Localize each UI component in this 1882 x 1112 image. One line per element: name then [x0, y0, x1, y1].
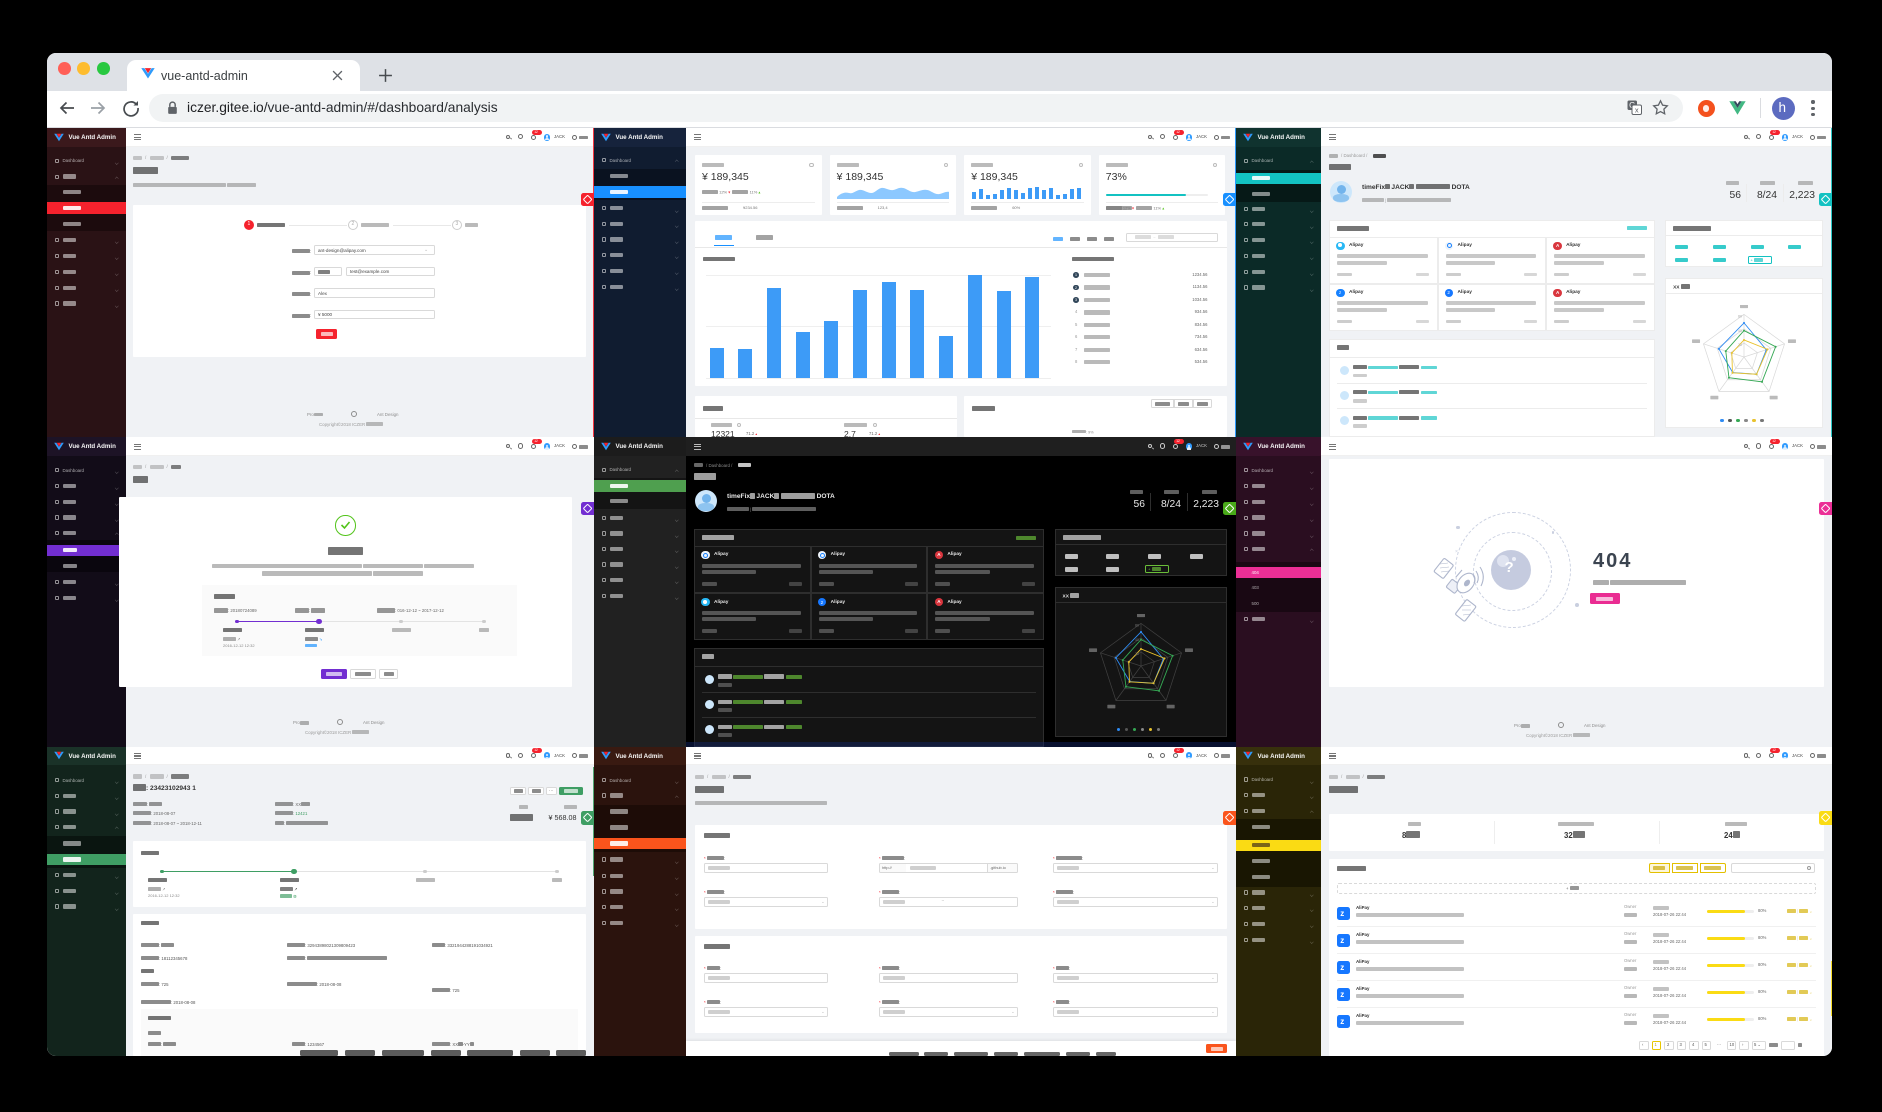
svg-text:40: 40: [1738, 329, 1742, 333]
svg-text:x: x: [1635, 106, 1639, 115]
svg-text:80: 80: [1738, 314, 1742, 318]
svg-text:40: 40: [1135, 638, 1139, 642]
svg-text:20: 20: [1135, 652, 1139, 656]
svg-text:20: 20: [1738, 343, 1742, 347]
svg-text:80: 80: [1135, 624, 1139, 628]
